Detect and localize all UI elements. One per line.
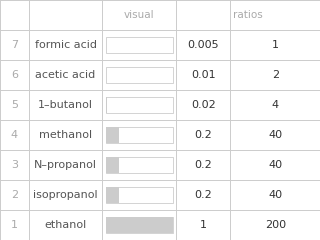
- Text: ratios: ratios: [233, 10, 263, 20]
- Bar: [106, 37, 173, 53]
- Text: ethanol: ethanol: [44, 220, 87, 230]
- Bar: [106, 187, 119, 203]
- Bar: [106, 217, 173, 233]
- Text: 0.2: 0.2: [194, 160, 212, 170]
- Bar: [106, 187, 173, 203]
- Text: 4: 4: [272, 100, 279, 110]
- Text: 0.02: 0.02: [191, 100, 216, 110]
- Text: 40: 40: [268, 190, 282, 200]
- Text: 7: 7: [11, 40, 18, 50]
- Text: methanol: methanol: [39, 130, 92, 140]
- Bar: [106, 127, 119, 143]
- Bar: [106, 157, 119, 173]
- Text: N–propanol: N–propanol: [34, 160, 97, 170]
- Text: 1: 1: [11, 220, 18, 230]
- Bar: [106, 217, 173, 233]
- Bar: [106, 127, 173, 143]
- Text: 0.2: 0.2: [194, 190, 212, 200]
- Text: 40: 40: [268, 130, 282, 140]
- Text: acetic acid: acetic acid: [36, 70, 96, 80]
- Text: 5: 5: [11, 100, 18, 110]
- Text: 2: 2: [272, 70, 279, 80]
- Text: 4: 4: [11, 130, 18, 140]
- Text: 0.2: 0.2: [194, 130, 212, 140]
- Text: 1: 1: [200, 220, 207, 230]
- Text: visual: visual: [124, 10, 155, 20]
- Text: 0.01: 0.01: [191, 70, 215, 80]
- Bar: [106, 97, 107, 113]
- Text: formic acid: formic acid: [35, 40, 97, 50]
- Bar: [106, 67, 173, 83]
- Text: 200: 200: [265, 220, 286, 230]
- Bar: [106, 157, 173, 173]
- Text: 40: 40: [268, 160, 282, 170]
- Text: 2: 2: [11, 190, 18, 200]
- Text: 1: 1: [272, 40, 279, 50]
- Text: 6: 6: [11, 70, 18, 80]
- Text: 3: 3: [11, 160, 18, 170]
- Text: isopropanol: isopropanol: [33, 190, 98, 200]
- Text: 1–butanol: 1–butanol: [38, 100, 93, 110]
- Bar: [106, 97, 173, 113]
- Text: 0.005: 0.005: [188, 40, 219, 50]
